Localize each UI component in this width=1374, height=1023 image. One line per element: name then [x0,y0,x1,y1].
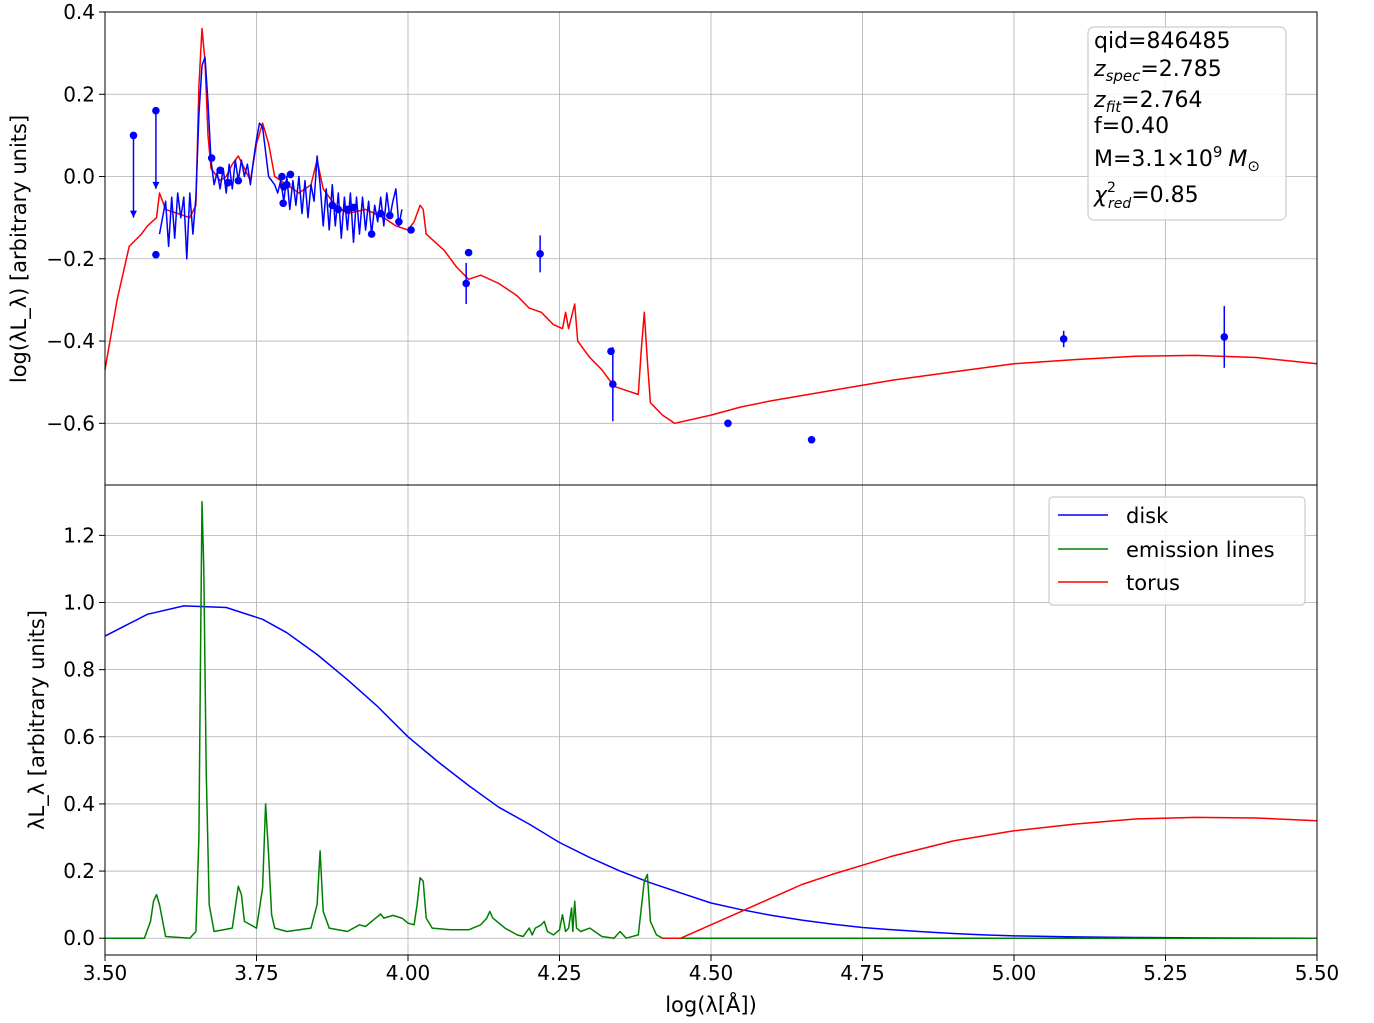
data-point [234,176,243,185]
data-point [152,106,160,115]
data-point [286,170,295,179]
data-point [343,205,352,214]
legend-label-torus: torus [1126,571,1180,595]
x-tick-label: 5.25 [1143,961,1188,985]
data-point [536,250,544,258]
top-y-tick-label: 0.0 [63,165,95,189]
data-point [328,201,337,210]
x-tick-label: 4.25 [537,961,582,985]
x-tick-label: 3.50 [83,961,128,985]
legend-label-emission-lines: emission lines [1126,538,1275,562]
top-y-tick-label: −0.4 [46,329,95,353]
data-point [152,250,160,259]
annotation-box-frame [1087,26,1287,221]
bottom-y-tick-label: 0.0 [63,926,95,950]
top-y-tick-label: −0.2 [46,247,95,271]
x-tick-label: 4.50 [689,961,734,985]
bottom-y-tick-label: 1.0 [63,591,95,615]
series-line-disk [104,605,1318,939]
data-point [395,217,403,226]
data-point [462,279,470,288]
x-tick-label: 3.75 [234,961,279,985]
annotation-mass: M=3.1×109 M⊙ [1094,143,1260,175]
data-point [279,199,287,208]
data-point [407,226,415,234]
bottom-series [104,501,1318,939]
data-point [724,419,732,428]
data-point [1220,333,1229,341]
series-line-emission-lines [105,501,1317,939]
annotation-zspec: zspec=2.785 [1093,57,1222,85]
top-y-tick-label: 0.4 [63,0,95,24]
data-point [283,180,291,189]
legend: disk emission lines torus [1048,496,1306,606]
data-point [349,203,358,212]
top-panel: −0.6 −0.4 −0.2 0.0 0.2 0.4 log(λL_λ) [arbitra… [7,0,1318,486]
upper-limit-arrow-head [129,210,137,218]
data-point [224,178,232,187]
bottom-y-tick-label: 0.6 [63,725,95,749]
data-point [376,209,385,218]
series-line-torus [662,816,1318,939]
top-points [129,106,1229,444]
annotation-f: f=0.40 [1094,114,1169,139]
top-y-tick-label: −0.6 [46,411,95,435]
top-y-ticks: −0.6 −0.4 −0.2 0.0 0.2 0.4 [46,0,105,435]
data-point [207,154,216,162]
data-point [216,166,224,175]
top-y-axis-label: log(λL_λ) [arbitrary units] [7,115,32,383]
legend-frame [1048,496,1306,606]
x-tick-label: 4.00 [386,961,431,985]
upper-limit-arrow-head [152,181,160,189]
bottom-panel: 0.0 0.2 0.4 0.6 0.8 1.0 1.2 3.50 3.75 4.00 4.25 4.… [25,484,1340,1017]
data-point [278,172,286,181]
annotation-box: qid=846485 zspec=2.785 zfit=2.764 f=0.40… [1087,26,1287,221]
legend-label-disk: disk [1126,504,1169,528]
bottom-x-ticks: 3.50 3.75 4.00 4.25 4.50 4.75 5.00 5.25 5.50 [83,955,1340,985]
annotation-zfit: zfit=2.764 [1093,88,1203,116]
data-point [129,131,138,140]
annotation-qid: qid=846485 [1094,29,1230,54]
annotation-chi2: χ2 red=0.85 [1093,180,1199,212]
x-tick-label: 5.50 [1295,961,1340,985]
bottom-y-axis-label: λL_λ [arbitrary units] [25,610,50,830]
bottom-y-ticks: 0.0 0.2 0.4 0.6 0.8 1.0 1.2 [63,523,105,950]
bottom-y-tick-label: 0.8 [63,658,95,682]
data-point [1059,335,1068,343]
top-spectrum-line-blue [158,56,403,260]
data-point [464,248,473,257]
data-point [367,230,376,238]
top-y-tick-label: 0.2 [63,82,95,106]
data-point [607,347,615,356]
x-tick-label: 5.00 [992,961,1037,985]
data-point [609,380,617,389]
x-axis-label: log(λ[Å]) [665,991,757,1017]
data-point [386,211,394,220]
data-point [807,435,816,444]
bottom-y-tick-label: 0.2 [63,859,95,883]
bottom-y-tick-label: 0.4 [63,792,95,816]
data-point [334,205,343,214]
x-tick-label: 4.75 [840,961,885,985]
bottom-y-tick-label: 1.2 [63,523,95,547]
